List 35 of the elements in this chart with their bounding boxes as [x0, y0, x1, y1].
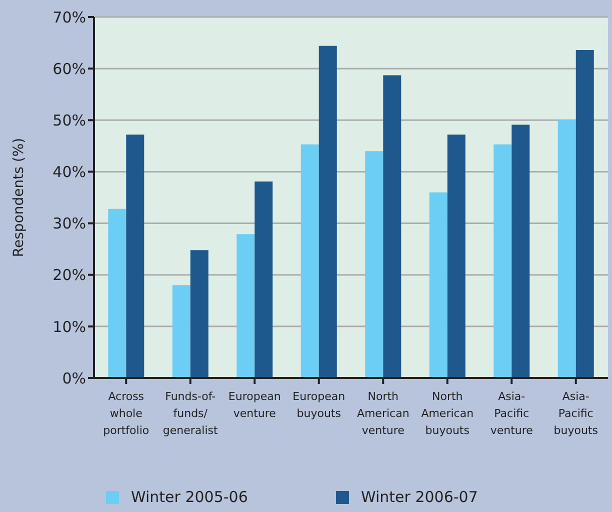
legend-label: Winter 2005-06	[131, 488, 248, 506]
x-tick-label: Across whole portfolio	[103, 390, 150, 437]
x-tick-label: European buyouts	[292, 390, 346, 420]
x-tick-label: Funds-of- funds/ generalist	[162, 390, 219, 437]
bar	[494, 144, 512, 378]
x-tick-label: European venture	[228, 390, 281, 420]
x-tick-label: Asia- Pacific buyouts	[554, 390, 598, 437]
bar	[254, 182, 273, 378]
bar	[126, 134, 144, 378]
bar	[512, 124, 530, 378]
bar	[558, 120, 576, 378]
y-axis-title: Respondents (%)	[10, 138, 27, 258]
x-tick-label: North American venture	[356, 390, 410, 437]
bar	[190, 250, 208, 378]
y-tick-label: 30%	[52, 214, 86, 233]
bar	[300, 144, 319, 378]
bar	[576, 50, 594, 378]
legend-label: Winter 2006-07	[361, 488, 478, 506]
bar	[318, 46, 337, 378]
y-tick-label: 60%	[52, 60, 86, 78]
bar	[383, 75, 402, 378]
x-tick-label: Asia- Pacific venture	[490, 390, 534, 437]
bar	[429, 192, 448, 378]
bar	[172, 285, 190, 378]
bar	[108, 208, 126, 378]
y-tick-label: 50%	[52, 111, 86, 130]
y-tick-label: 10%	[52, 318, 86, 336]
y-tick-label: 40%	[52, 163, 86, 182]
y-tick-label: 0%	[62, 369, 86, 388]
y-tick-label: 20%	[52, 266, 86, 284]
x-tick-label: North American buyouts	[421, 390, 474, 437]
y-tick-label: 70%	[52, 8, 86, 26]
bar	[447, 134, 466, 378]
bar	[236, 234, 255, 378]
bar	[365, 151, 384, 378]
